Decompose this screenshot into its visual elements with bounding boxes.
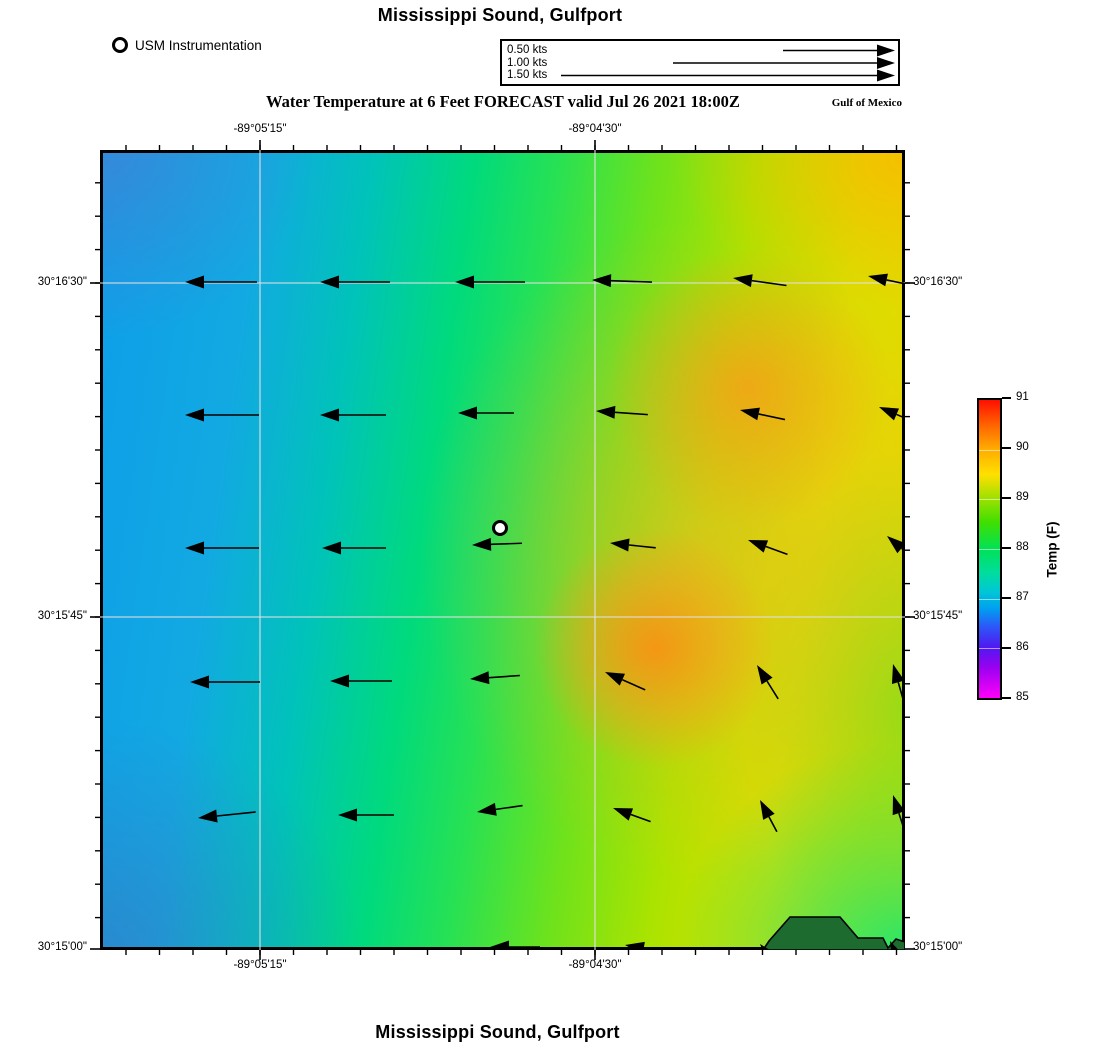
forecast-subtitle: Water Temperature at 6 Feet FORECAST val… xyxy=(266,92,740,111)
station-marker-icon xyxy=(112,37,128,53)
colorbar-tick xyxy=(1002,447,1011,449)
map-plot-area xyxy=(100,150,905,950)
colorbar-gradient xyxy=(979,400,1000,698)
lon-label-bottom: -89°05'15" xyxy=(233,959,287,971)
colorbar-tick-label: 91 xyxy=(1016,391,1029,403)
colorbar-tick-label: 86 xyxy=(1016,641,1029,653)
colorbar xyxy=(977,398,1002,700)
colorbar-tick xyxy=(1002,497,1011,499)
speed-arrow-head xyxy=(877,44,895,57)
station-legend: USM Instrumentation xyxy=(112,37,262,53)
station-legend-label: USM Instrumentation xyxy=(135,37,262,53)
region-label: Gulf of Mexico xyxy=(831,97,902,109)
colorbar-tick xyxy=(1002,597,1011,599)
lon-label-top: -89°05'15" xyxy=(233,123,287,135)
lon-label-bottom: -89°04'30" xyxy=(568,959,622,971)
colorbar-tick xyxy=(1002,397,1011,399)
lat-label-left: 30°15'45" xyxy=(37,610,87,622)
colorbar-tick xyxy=(1002,697,1011,699)
footer-title: Mississippi Sound, Gulfport xyxy=(375,1022,620,1042)
colorbar-tick-label: 85 xyxy=(1016,691,1029,703)
colorbar-gridline xyxy=(979,598,1000,600)
speed-legend-label: 1.50 kts xyxy=(507,69,548,81)
colorbar-gridline xyxy=(979,549,1000,550)
colorbar-gridline xyxy=(979,499,1000,501)
speed-arrow-head xyxy=(877,57,895,69)
speed-arrow-head xyxy=(877,69,895,82)
speed-legend-label: 0.50 kts xyxy=(507,44,548,56)
current-speed-legend: 0.50 kts 1.00 kts 1.50 kts xyxy=(500,39,900,86)
figure-title: Mississippi Sound, Gulfport xyxy=(377,5,623,25)
lat-label-right: 30°16'30" xyxy=(913,276,963,288)
colorbar-tick xyxy=(1002,547,1011,549)
lon-label-top: -89°04'30" xyxy=(568,123,622,135)
colorbar-tick-label: 89 xyxy=(1016,491,1029,503)
colorbar-gridline xyxy=(979,648,1000,650)
speed-legend-arrows xyxy=(561,44,895,82)
temperature-field xyxy=(103,153,902,947)
current-arrow-shaft xyxy=(772,959,776,964)
lat-label-right: 30°15'00" xyxy=(913,941,963,953)
speed-legend-label: 1.00 kts xyxy=(507,56,548,69)
colorbar-tick xyxy=(1002,647,1011,649)
colorbar-tick-label: 90 xyxy=(1016,441,1029,453)
colorbar-tick-label: 87 xyxy=(1016,591,1029,603)
colorbar-tick-label: 88 xyxy=(1016,541,1029,553)
colorbar-gridline xyxy=(979,449,1000,451)
current-arrow-shaft xyxy=(898,958,903,968)
lat-label-left: 30°15'00" xyxy=(37,941,87,953)
lat-label-right: 30°15'45" xyxy=(913,610,963,622)
colorbar-title: Temp (F) xyxy=(1044,521,1060,578)
lat-label-left: 30°16'30" xyxy=(37,276,87,288)
